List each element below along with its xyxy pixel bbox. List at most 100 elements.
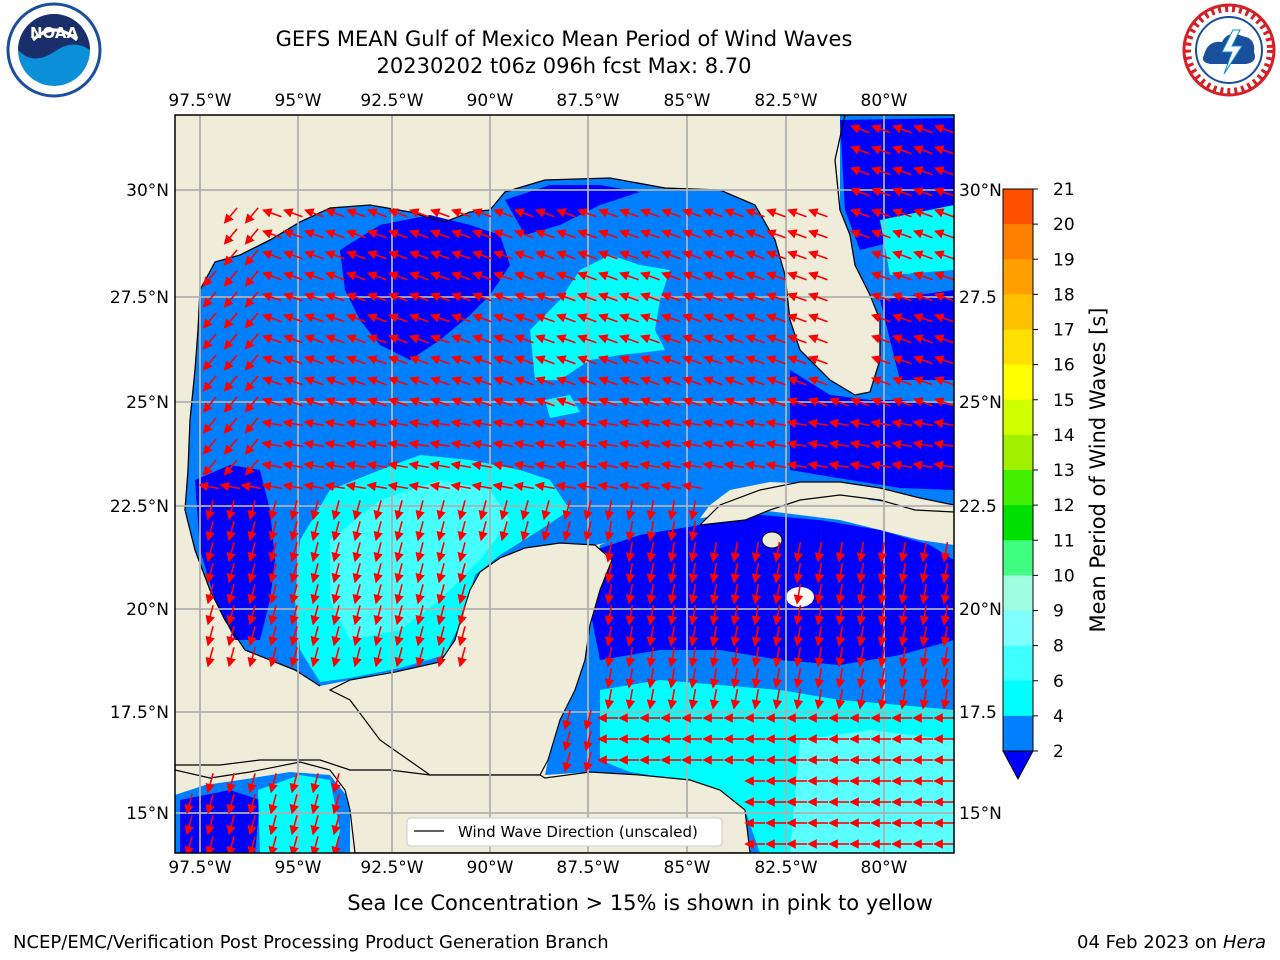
wind-arrow: [450, 271, 471, 281]
wind-arrow: [202, 333, 217, 350]
wind-arrow: [282, 334, 303, 344]
wind-arrow: [835, 646, 846, 668]
lon-tick-label: 82.5°W: [754, 858, 817, 878]
wind-arrow: [898, 646, 909, 668]
wind-arrow: [223, 417, 238, 434]
wind-arrow: [415, 521, 425, 542]
wind-arrow: [205, 773, 215, 794]
wind-arrow: [408, 376, 429, 386]
colorbar-segment: [1003, 294, 1033, 330]
wind-arrow: [744, 292, 765, 302]
wind-arrow: [660, 208, 681, 218]
wind-arrow: [345, 250, 366, 260]
colorbar-tick-label: 11: [1053, 531, 1075, 551]
wind-arrow: [646, 688, 657, 710]
wind-arrow: [807, 334, 828, 344]
wind-arrow: [289, 773, 299, 794]
wind-arrow: [597, 439, 619, 450]
wind-arrow: [394, 542, 404, 563]
wind-arrow: [408, 313, 429, 323]
wind-arrow: [709, 562, 720, 584]
wind-arrow: [471, 481, 493, 492]
wind-arrow: [184, 794, 194, 815]
wind-arrow: [940, 667, 951, 689]
wind-arrow: [667, 625, 678, 647]
wind-arrow: [562, 521, 572, 542]
wind-arrow: [877, 688, 888, 710]
wind-arrow: [352, 605, 362, 626]
wind-arrow: [303, 460, 325, 471]
wind-arrow: [310, 605, 320, 626]
wind-arrow: [744, 313, 765, 323]
wind-arrow: [772, 688, 783, 710]
wind-arrow: [373, 584, 383, 605]
wind-arrow: [499, 500, 509, 521]
wind-arrow: [583, 521, 593, 542]
wind-arrow: [534, 271, 555, 281]
wind-arrow: [597, 334, 618, 344]
wind-arrow: [751, 646, 762, 668]
wind-arrow: [807, 208, 828, 218]
wind-arrow: [814, 688, 825, 710]
wind-arrow: [751, 667, 762, 689]
wind-arrow: [849, 166, 870, 176]
wind-arrow: [261, 460, 283, 471]
wind-arrow: [744, 460, 766, 471]
wind-arrow: [891, 439, 913, 450]
wind-arrow: [891, 166, 912, 176]
wind-arrow: [786, 271, 807, 281]
wind-arrow: [604, 688, 615, 710]
lat-tick-label: 15°N: [126, 804, 169, 824]
wind-arrow: [408, 229, 429, 239]
wind-arrow: [912, 208, 933, 218]
wind-arrow: [877, 625, 888, 647]
wind-arrow: [688, 541, 699, 563]
wind-arrow: [492, 355, 513, 365]
wind-arrow: [331, 773, 341, 794]
wind-arrow: [681, 460, 703, 471]
wind-arrow: [891, 208, 912, 218]
wind-arrow: [772, 541, 783, 563]
wind-arrow: [387, 439, 409, 450]
wind-arrow: [429, 250, 450, 260]
wind-arrow: [898, 625, 909, 647]
wind-arrow: [394, 605, 404, 626]
wind-arrow: [226, 647, 236, 668]
wind-arrow: [583, 710, 593, 731]
wind-arrow: [604, 604, 615, 626]
wind-arrow: [723, 376, 744, 386]
wind-arrow: [660, 229, 681, 239]
wind-arrow: [702, 376, 723, 386]
wind-arrow: [247, 605, 257, 626]
wind-arrow: [202, 375, 217, 392]
colorbar-tick-label: 20: [1053, 215, 1075, 235]
wind-arrow: [184, 815, 194, 836]
wind-arrow: [387, 313, 408, 323]
wind-arrow: [492, 334, 513, 344]
footer-date: 04 Feb 2023 on Hera: [1077, 932, 1266, 953]
wind-arrow: [667, 541, 678, 563]
colorbar-segment: [1003, 505, 1033, 541]
wind-arrow: [891, 397, 912, 407]
wind-arrow: [324, 397, 345, 407]
lat-tick-label: 22.5°N: [110, 497, 169, 517]
wind-arrow: [828, 439, 850, 450]
colorbar-segment: [1003, 715, 1033, 752]
wind-arrow: [604, 583, 615, 605]
wind-arrow: [597, 397, 618, 407]
colorbar-segment: [1003, 434, 1033, 471]
lat-tick-label: 22.5: [959, 497, 997, 517]
wind-arrow: [618, 208, 639, 218]
wind-arrow: [744, 250, 765, 260]
wind-arrow: [457, 500, 467, 521]
wind-arrow: [772, 562, 783, 584]
wind-arrow: [202, 396, 217, 413]
wind-arrow: [534, 208, 555, 218]
lat-labels-left: 30°N 27.5°N 25°N 22.5°N 20°N 17.5°N 15°N: [110, 181, 169, 824]
wind-arrow: [625, 541, 636, 563]
wind-arrow: [933, 271, 954, 281]
wind-arrow: [261, 208, 282, 218]
wind-arrow: [933, 418, 954, 429]
wind-arrow: [534, 313, 555, 323]
